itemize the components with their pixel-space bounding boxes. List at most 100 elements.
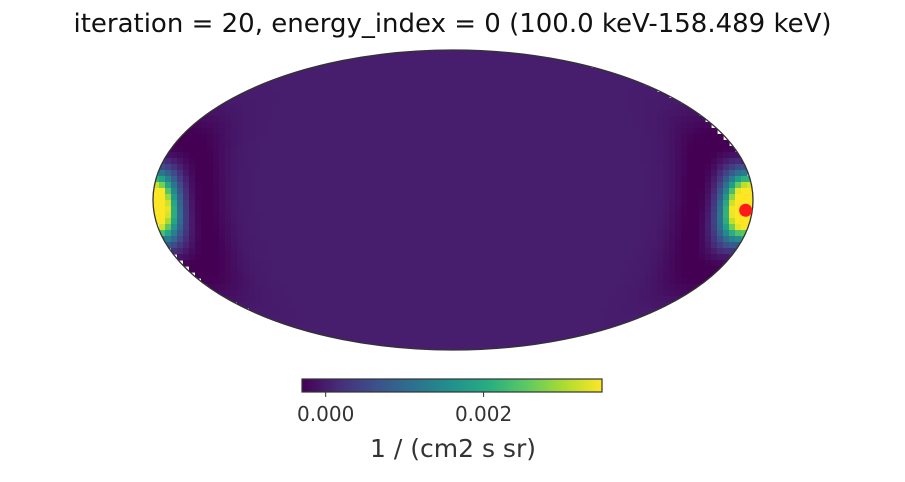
sky-pixel: [423, 242, 430, 249]
sky-pixel: [189, 206, 196, 213]
sky-pixel: [621, 158, 628, 165]
sky-pixel: [585, 290, 592, 297]
sky-pixel: [237, 158, 244, 165]
sky-pixel: [417, 56, 424, 63]
sky-pixel: [303, 164, 310, 171]
sky-pixel: [441, 266, 448, 273]
sky-pixel: [603, 290, 610, 297]
sky-pixel: [573, 218, 580, 225]
sky-pixel: [417, 170, 424, 177]
sky-pixel: [369, 116, 376, 123]
sky-pixel: [321, 92, 328, 99]
sky-pixel: [567, 278, 574, 285]
sky-pixel: [387, 170, 394, 177]
sky-pixel: [351, 122, 358, 129]
sky-pixel: [243, 122, 250, 129]
sky-pixel: [183, 164, 190, 171]
sky-pixel: [489, 152, 496, 159]
sky-pixel: [429, 320, 436, 327]
sky-pixel: [183, 158, 190, 165]
sky-pixel: [465, 272, 472, 279]
sky-pixel: [585, 92, 592, 99]
sky-pixel: [711, 152, 718, 159]
sky-pixel: [555, 320, 562, 327]
sky-pixel: [591, 134, 598, 141]
sky-pixel: [411, 302, 418, 309]
sky-pixel: [435, 272, 442, 279]
sky-pixel: [297, 170, 304, 177]
sky-pixel: [429, 248, 436, 255]
sky-pixel: [357, 332, 364, 339]
sky-pixel: [633, 104, 640, 111]
sky-pixel: [477, 164, 484, 171]
sky-pixel: [477, 56, 484, 63]
sky-pixel: [603, 92, 610, 99]
sky-pixel: [399, 254, 406, 261]
sky-pixel: [621, 140, 628, 147]
sky-pixel: [381, 230, 388, 237]
sky-pixel: [315, 128, 322, 135]
sky-pixel: [597, 140, 604, 147]
sky-pixel: [363, 212, 370, 219]
sky-pixel: [597, 116, 604, 123]
sky-pixel: [225, 176, 232, 183]
sky-pixel: [639, 134, 646, 141]
sky-pixel: [681, 122, 688, 129]
sky-pixel: [219, 236, 226, 243]
sky-pixel: [735, 230, 742, 237]
sky-pixel: [315, 218, 322, 225]
sky-pixel: [225, 290, 232, 297]
sky-pixel: [621, 236, 628, 243]
sky-pixel: [657, 152, 664, 159]
sky-pixel: [495, 146, 502, 153]
sky-pixel: [423, 302, 430, 309]
sky-pixel: [441, 62, 448, 69]
sky-pixel: [567, 122, 574, 129]
sky-pixel: [669, 266, 676, 273]
sky-pixel: [219, 182, 226, 189]
sky-pixel: [231, 236, 238, 243]
sky-pixel: [477, 290, 484, 297]
sky-pixel: [339, 146, 346, 153]
sky-pixel: [501, 290, 508, 297]
sky-pixel: [465, 302, 472, 309]
sky-pixel: [189, 236, 196, 243]
sky-pixel: [729, 158, 736, 165]
sky-pixel: [423, 230, 430, 237]
sky-pixel: [417, 134, 424, 141]
sky-pixel: [219, 176, 226, 183]
sky-pixel: [507, 80, 514, 87]
sky-pixel: [555, 194, 562, 201]
sky-pixel: [327, 254, 334, 261]
sky-pixel: [321, 170, 328, 177]
sky-pixel: [291, 206, 298, 213]
sky-pixel: [459, 224, 466, 231]
sky-pixel: [453, 212, 460, 219]
sky-pixel: [345, 272, 352, 279]
sky-pixel: [249, 98, 256, 105]
sky-pixel: [531, 74, 538, 81]
sky-pixel: [189, 200, 196, 207]
sky-pixel: [471, 170, 478, 177]
sky-pixel: [417, 224, 424, 231]
sky-pixel: [153, 200, 160, 207]
sky-pixel: [693, 182, 700, 189]
sky-pixel: [633, 182, 640, 189]
sky-pixel: [699, 170, 706, 177]
sky-pixel: [273, 188, 280, 195]
sky-pixel: [411, 284, 418, 291]
sky-pixel: [573, 266, 580, 273]
sky-pixel: [423, 92, 430, 99]
sky-pixel: [669, 260, 676, 267]
sky-pixel: [561, 194, 568, 201]
sky-pixel: [669, 164, 676, 171]
sky-pixel: [537, 188, 544, 195]
sky-pixel: [585, 86, 592, 93]
sky-pixel: [399, 110, 406, 117]
sky-pixel: [681, 140, 688, 147]
sky-pixel: [531, 266, 538, 273]
sky-pixel: [213, 194, 220, 201]
sky-pixel: [351, 140, 358, 147]
sky-pixel: [465, 344, 472, 350]
sky-pixel: [303, 194, 310, 201]
